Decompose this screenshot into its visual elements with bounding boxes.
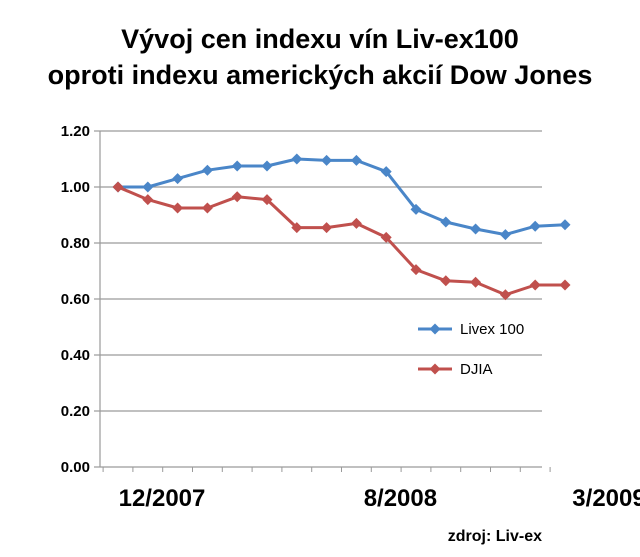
legend-label: DJIA: [460, 361, 493, 378]
data-point: [321, 154, 333, 166]
y-tick-label: 0.00: [61, 459, 90, 476]
data-point: [231, 160, 243, 172]
legend: Livex 100 DJIA: [418, 321, 524, 378]
y-tick-label: 0.40: [61, 347, 90, 364]
legend-marker: [429, 323, 441, 335]
data-point: [261, 160, 273, 172]
data-point: [350, 154, 362, 166]
data-point: [440, 275, 452, 287]
y-axis: 0.00 0.20 0.40 0.60 0.80 1.00 1.20: [61, 123, 101, 476]
data-point: [410, 203, 422, 215]
data-point: [112, 181, 124, 193]
data-point: [201, 202, 213, 214]
x-tick-label: 3/2009: [572, 485, 640, 512]
y-tick-label: 0.80: [61, 235, 90, 252]
data-point: [559, 279, 571, 291]
data-point: [172, 202, 184, 214]
y-tick-label: 1.00: [61, 179, 90, 196]
data-point: [291, 222, 303, 234]
data-point: [201, 164, 213, 176]
grid-lines: [100, 130, 542, 468]
data-point: [291, 153, 303, 165]
data-point: [559, 219, 571, 231]
x-tick-label: 8/2008: [364, 485, 437, 512]
data-point: [172, 173, 184, 185]
series-line: [117, 185, 565, 297]
data-point: [499, 289, 511, 301]
data-point: [380, 231, 392, 243]
legend-marker: [429, 363, 441, 375]
data-point: [410, 264, 422, 276]
data-point: [470, 276, 482, 288]
series-layer: [112, 153, 571, 301]
y-tick-label: 1.20: [61, 123, 90, 140]
source-note: zdroj: Liv-ex: [448, 528, 542, 545]
series-2: [112, 181, 571, 301]
data-point: [380, 166, 392, 178]
x-tick-label: 12/2007: [119, 485, 206, 512]
legend-label: Livex 100: [460, 321, 524, 338]
series-line: [118, 157, 566, 237]
data-point: [529, 279, 541, 291]
chart-title-line-1: Vývoj cen indexu vín Liv-ex100: [121, 24, 519, 54]
chart-title-line-2: oproti indexu amerických akcií Dow Jones: [48, 60, 593, 90]
data-point: [231, 191, 243, 203]
data-point: [440, 216, 452, 228]
y-tick-label: 0.20: [61, 403, 90, 420]
data-point: [261, 194, 273, 206]
data-point: [470, 223, 482, 235]
y-tick-label: 0.60: [61, 291, 90, 308]
series-1: [112, 153, 571, 241]
data-point: [499, 229, 511, 241]
data-point: [529, 220, 541, 232]
data-point: [350, 217, 362, 229]
data-point: [142, 181, 154, 193]
x-axis: 12/2007 8/2008 3/2009: [102, 467, 640, 512]
data-point: [142, 194, 154, 206]
data-point: [321, 222, 333, 234]
